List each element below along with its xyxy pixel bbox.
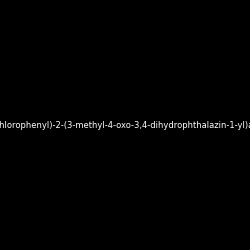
Text: N-(2,4-dichlorophenyl)-2-(3-methyl-4-oxo-3,4-dihydrophthalazin-1-yl)acetamide: N-(2,4-dichlorophenyl)-2-(3-methyl-4-oxo… (0, 120, 250, 130)
